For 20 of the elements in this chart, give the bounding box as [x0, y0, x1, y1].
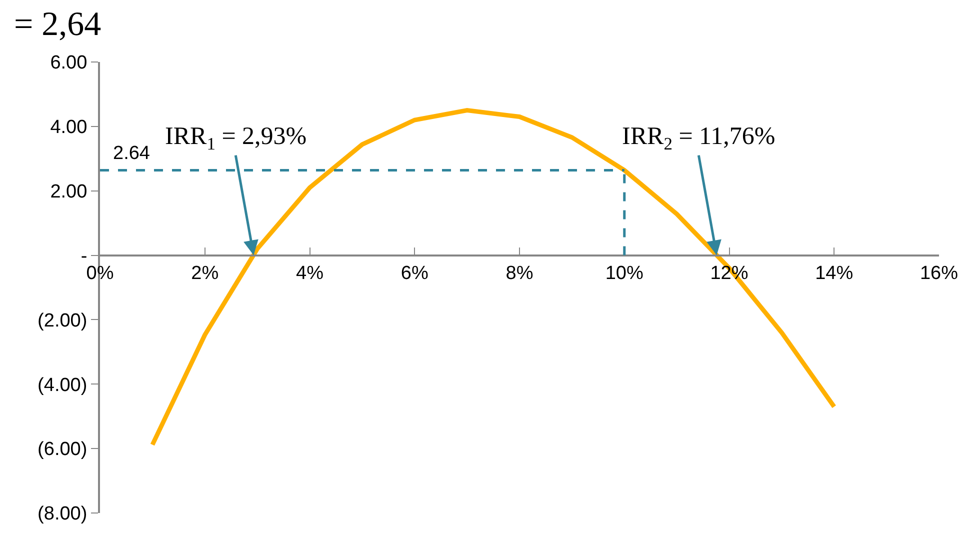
x-tick-label: 6%	[400, 263, 428, 284]
x-tick-label: 8%	[506, 263, 534, 284]
annotation: IRR$_{1}$ = 2,93%	[165, 123, 307, 154]
x-tick-label: 4%	[296, 263, 324, 284]
x-tick-label: 2%	[191, 263, 219, 284]
y-tick-label: (6.00)	[38, 439, 88, 460]
annotation: IRR$_{2}$ = 11,76%	[622, 123, 776, 154]
y-tick-label: 6.00	[50, 52, 88, 74]
y-tick-label: -	[80, 246, 88, 267]
text: = 2,64	[14, 6, 102, 43]
ref-line-label: 2.64	[113, 143, 150, 164]
y-tick-label: (8.00)	[38, 504, 88, 525]
x-tick-label: 0%	[86, 263, 114, 284]
y-tick-label: 4.00	[50, 117, 88, 138]
x-tick-label: 14%	[815, 263, 854, 284]
x-tick-label: 10%	[605, 263, 644, 284]
y-tick-label: 2.00	[50, 182, 88, 203]
x-tick-label: 16%	[920, 263, 958, 284]
y-tick-label: (2.00)	[38, 310, 88, 332]
y-tick-label: (4.00)	[38, 374, 88, 396]
